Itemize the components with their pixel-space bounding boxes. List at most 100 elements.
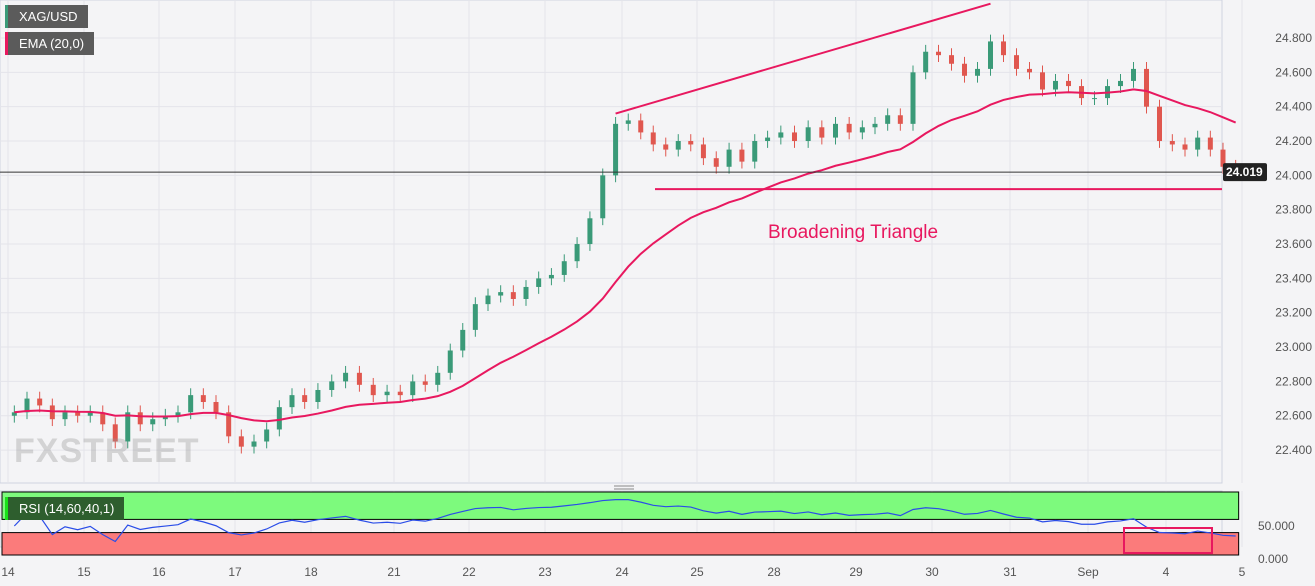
x-tick-label: 24 [615,565,629,579]
candle-body [1144,68,1149,107]
candle-body [510,292,516,299]
candle-body [410,381,416,396]
candle-body [739,149,745,162]
candle-body [713,158,719,167]
candle-body [663,144,669,150]
candle-body [587,218,593,245]
candle-body [188,395,194,413]
candle-body [1027,68,1032,73]
x-tick-label: 28 [767,565,781,579]
ema-legend[interactable]: EMA (20,0) [5,32,95,55]
candle-body [49,405,55,420]
candle-body [200,395,206,403]
x-tick-label: 21 [387,565,401,579]
x-tick-label: 22 [462,565,476,579]
y-tick-label: 23.600 [1275,237,1312,251]
x-tick-label: Sep [1077,565,1099,579]
candle-body [289,395,295,408]
candle-body [897,115,903,124]
candle-body [949,55,954,64]
candle-body [1066,80,1071,87]
current-price-label: 24.019 [1226,165,1263,179]
candle-body [370,384,376,396]
y-tick-label: 22.800 [1275,374,1312,388]
y-tick-label: 23.800 [1275,203,1312,217]
candle-body [923,51,929,73]
x-tick-label: 31 [1003,565,1017,579]
candle-body [397,391,403,396]
candle-body [498,292,504,296]
x-tick-label: 16 [152,565,166,579]
candle-body [675,141,681,150]
candle-body [264,429,270,442]
x-tick-label: 18 [304,565,318,579]
rsi-oversold-zone [1,532,1240,556]
candle-body [574,244,580,262]
candle-body [833,123,838,138]
candle-body [885,115,891,124]
candle-body [315,389,321,403]
candle-body [472,304,478,330]
x-tick-label: 23 [538,565,552,579]
candle-body [150,419,156,425]
candle-body [356,372,362,385]
y-tick-label: 22.400 [1275,443,1312,457]
y-tick-label: 23.000 [1275,340,1312,354]
candle-body [75,412,81,416]
candle-body [1053,80,1058,90]
candle-body [523,286,529,299]
candle-body [536,278,542,287]
candle-body [700,144,706,159]
ema-line [14,88,1237,423]
x-tick-label: 17 [228,565,242,579]
candle-body [688,141,694,145]
candle-body [1169,141,1175,145]
candle-body [638,120,644,133]
rsi-tick-label: 50.000 [1258,519,1295,533]
candle-body [100,412,106,425]
candle-body [1131,68,1136,81]
candle-body [276,407,282,430]
candle-body [226,412,232,437]
candle-body [213,402,219,413]
symbol-legend[interactable]: XAG/USD [5,5,88,28]
current-price-badge [1223,163,1267,182]
candle-body [62,412,68,420]
candle-body [125,412,131,442]
candle-body [613,123,619,176]
x-tick-label: 15 [77,565,91,579]
candle-body [11,412,17,416]
candle-body [1118,80,1123,87]
candle-body [962,63,967,76]
candle-body [238,436,244,447]
rsi-overbought-zone [1,491,1240,520]
fxstreet-watermark: FXSTREET [14,432,200,470]
annotation-label: Broadening Triangle [768,222,938,243]
candle-body [251,441,257,447]
candle-body [1040,72,1045,90]
candle-body [778,132,784,138]
y-tick-label: 23.200 [1275,306,1312,320]
rsi-legend[interactable]: RSI (14,60,40,1) [5,497,125,520]
candle-body [137,412,143,425]
candle-body [846,123,852,133]
y-tick-label: 22.600 [1275,409,1312,423]
rsi-line [13,499,1236,543]
candle-body [561,261,567,275]
x-tick-label: 29 [849,565,863,579]
triangle-upper-line [615,2,991,115]
candle-body [460,329,466,351]
candle-body [175,412,181,416]
x-tick-label: 25 [690,565,704,579]
x-tick-label: 14 [1,565,15,579]
x-tick-label: 30 [925,565,939,579]
candle-body [988,41,993,69]
y-tick-label: 24.600 [1275,65,1312,79]
candle-body [1157,106,1162,142]
candle-body [1014,55,1019,69]
candle-body [343,372,349,382]
candle-body [1207,137,1213,150]
candle-body [872,123,878,128]
